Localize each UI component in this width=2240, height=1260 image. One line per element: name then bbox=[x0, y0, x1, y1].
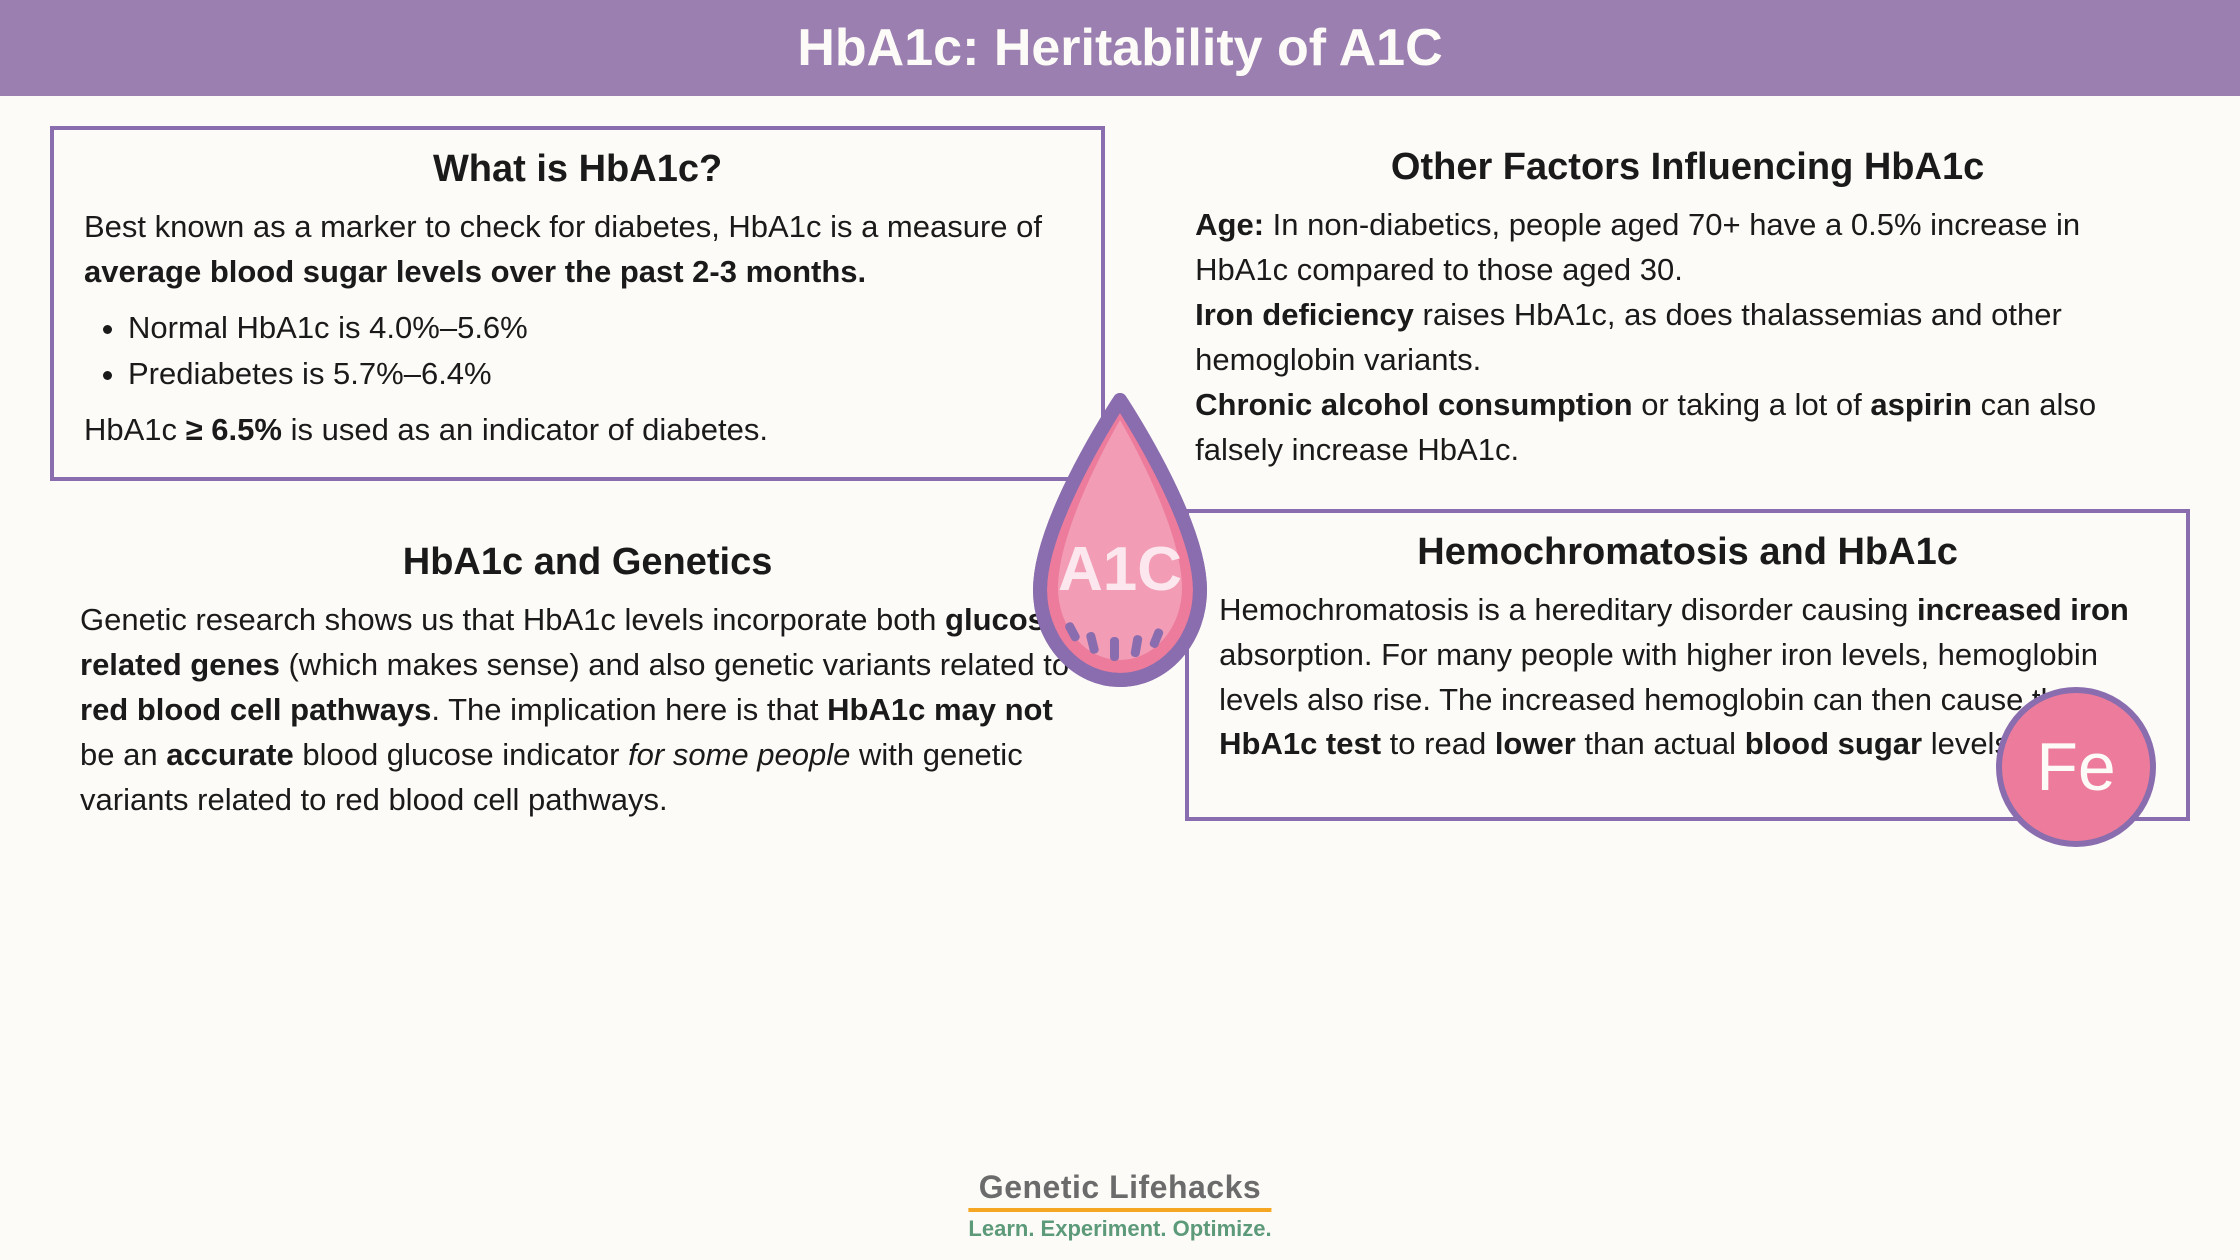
card-hemochromatosis: Hemochromatosis and HbA1c Hemochromatosi… bbox=[1185, 509, 2190, 822]
bold-text: Iron deficiency bbox=[1195, 297, 1414, 332]
intro-text: Best known as a marker to check for diab… bbox=[84, 205, 1071, 295]
bold-text: lower bbox=[1495, 726, 1576, 761]
text: In non-diabetics, people aged 70+ have a… bbox=[1195, 207, 2080, 287]
text: or taking a lot of bbox=[1633, 387, 1871, 422]
bold-text: HbA1c may not bbox=[827, 692, 1053, 727]
footer-brand: Genetic Lifehacks bbox=[968, 1169, 1271, 1206]
bold-text: increased iron bbox=[1917, 592, 2129, 627]
italic-text: for some people bbox=[628, 737, 850, 772]
text: to read bbox=[1381, 726, 1495, 761]
bold-text: average blood sugar levels over the past… bbox=[84, 254, 866, 289]
text: HbA1c bbox=[84, 412, 186, 447]
bold-text: Age: bbox=[1195, 207, 1264, 242]
factors-text: Age: In non-diabetics, people aged 70+ h… bbox=[1195, 203, 2180, 473]
bold-text: aspirin bbox=[1870, 387, 1972, 422]
bold-text: ≥ 6.5% bbox=[186, 412, 282, 447]
block-heading: Other Factors Influencing HbA1c bbox=[1195, 146, 2180, 189]
card-what-is-hba1c: What is HbA1c? Best known as a marker to… bbox=[50, 126, 1105, 481]
bold-text: blood sugar bbox=[1745, 726, 1922, 761]
bold-text: Chronic alcohol consumption bbox=[1195, 387, 1632, 422]
footer-divider bbox=[968, 1208, 1271, 1212]
bullet-list: Normal HbA1c is 4.0%–5.6% Prediabetes is… bbox=[128, 305, 1071, 398]
list-item: Prediabetes is 5.7%–6.4% bbox=[128, 351, 1071, 398]
card-heading: Hemochromatosis and HbA1c bbox=[1219, 531, 2156, 574]
after-text: HbA1c ≥ 6.5% is used as an indicator of … bbox=[84, 408, 1071, 453]
text: Hemochromatosis is a hereditary disorder… bbox=[1219, 592, 1917, 627]
text: is used as an indicator of diabetes. bbox=[282, 412, 768, 447]
text: absorption. For many people with higher … bbox=[1219, 637, 2098, 717]
list-item: Normal HbA1c is 4.0%–5.6% bbox=[128, 305, 1071, 352]
text: Genetic research shows us that HbA1c lev… bbox=[80, 602, 945, 637]
bold-text: accurate bbox=[166, 737, 294, 772]
block-heading: HbA1c and Genetics bbox=[80, 541, 1095, 584]
blood-drop-icon: A1C bbox=[1010, 390, 1230, 695]
drop-label: A1C bbox=[1058, 535, 1182, 604]
right-column: Other Factors Influencing HbA1c Age: In … bbox=[1185, 126, 2190, 861]
page-header: HbA1c: Heritability of A1C bbox=[0, 0, 2240, 96]
text: (which makes sense) and also genetic var… bbox=[280, 647, 1069, 682]
footer: Genetic Lifehacks Learn. Experiment. Opt… bbox=[968, 1169, 1271, 1242]
page-title: HbA1c: Heritability of A1C bbox=[797, 19, 1442, 77]
genetics-text: Genetic research shows us that HbA1c lev… bbox=[80, 598, 1095, 823]
text: be an bbox=[80, 737, 166, 772]
fe-label: Fe bbox=[2036, 728, 2115, 806]
bold-text: HbA1c test bbox=[1219, 726, 1381, 761]
text: than actual bbox=[1576, 726, 1745, 761]
text: blood glucose indicator bbox=[294, 737, 628, 772]
text: Best known as a marker to check for diab… bbox=[84, 209, 1042, 244]
card-heading: What is HbA1c? bbox=[84, 148, 1071, 191]
bold-text: red blood cell pathways bbox=[80, 692, 431, 727]
text: . The implication here is that bbox=[431, 692, 827, 727]
iron-fe-icon: Fe bbox=[1996, 687, 2156, 847]
block-other-factors: Other Factors Influencing HbA1c Age: In … bbox=[1185, 146, 2190, 473]
left-column: What is HbA1c? Best known as a marker to… bbox=[50, 126, 1105, 861]
block-genetics: HbA1c and Genetics Genetic research show… bbox=[50, 541, 1105, 823]
footer-tagline: Learn. Experiment. Optimize. bbox=[968, 1216, 1271, 1242]
